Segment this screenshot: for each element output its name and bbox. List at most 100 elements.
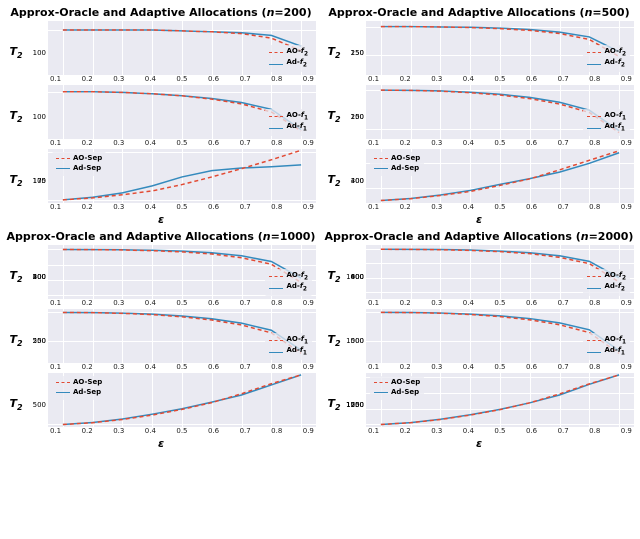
x-tick-label: 0.7 [558, 203, 569, 213]
legend: AO-f1Ad-f1 [265, 109, 312, 136]
x-tick-label: 0.3 [431, 75, 442, 85]
x-tick-label: 0.8 [271, 299, 282, 309]
x-tick-label: 0.2 [82, 203, 93, 213]
y-tick-label: 175 [33, 177, 46, 185]
x-tick-label: 0.3 [113, 75, 124, 85]
legend-label: AO-f1 [286, 335, 308, 347]
plot-area: AO-f1Ad-f1 [366, 309, 634, 363]
x-tick-label: 0.4 [145, 203, 156, 213]
y-axis-label: T2 [6, 45, 26, 60]
y-axis-label: T2 [6, 333, 26, 348]
legend: AO-f2Ad-f2 [265, 45, 312, 72]
x-tick-label: 0.8 [589, 75, 600, 85]
x-tick-label: 0.8 [271, 75, 282, 85]
legend-swatch-ad [374, 168, 388, 169]
x-tick-label: 0.7 [240, 139, 251, 149]
legend: AO-f2Ad-f2 [265, 269, 312, 296]
y-tick-label: 100 [33, 49, 46, 57]
x-tick-label: 0.9 [303, 75, 314, 85]
legend-swatch-ad [269, 128, 283, 129]
y-tick-label: 400 [351, 177, 364, 185]
legend-swatch-ao [56, 382, 70, 383]
x-tick-label: 0.6 [526, 299, 537, 309]
subplot-row: T2150250AO-f2Ad-f20.10.20.30.40.50.60.70… [324, 21, 634, 85]
x-tick-label: 0.6 [526, 363, 537, 373]
legend-label: AO-f2 [604, 271, 626, 283]
plot-wrap: AO-f2Ad-f20.10.20.30.40.50.60.70.80.9 [366, 245, 634, 309]
y-tick-label: 1000 [346, 337, 364, 345]
x-tick-label: 0.3 [431, 299, 442, 309]
plot-wrap: AO-SepAd-Sep0.10.20.30.40.50.60.70.80.9 [366, 373, 634, 437]
subplot-row: T2250500AO-f1Ad-f10.10.20.30.40.50.60.70… [6, 309, 316, 373]
legend-swatch-ao [374, 382, 388, 383]
x-tick-label: 0.5 [176, 203, 187, 213]
legend-swatch-ad [587, 352, 601, 353]
x-tick-label: 0.6 [208, 75, 219, 85]
legend-label: Ad-f1 [286, 122, 306, 134]
plot-area: AO-f2Ad-f2 [366, 21, 634, 75]
x-tick-label: 0.5 [494, 139, 505, 149]
x-tick-label: 0.5 [176, 75, 187, 85]
legend: AO-f1Ad-f1 [583, 333, 630, 360]
x-tick-label: 0.6 [208, 203, 219, 213]
quad-panel: Approx-Oracle and Adaptive Allocations (… [6, 230, 316, 450]
legend-label: Ad-Sep [391, 164, 419, 174]
x-tick-label: 0.7 [558, 427, 569, 437]
x-tick-label: 0.1 [368, 75, 379, 85]
quad-title: Approx-Oracle and Adaptive Allocations (… [324, 230, 634, 243]
x-tick-label: 0.9 [621, 75, 632, 85]
plot-area: AO-SepAd-Sep [48, 149, 316, 203]
x-tick-label: 0.6 [526, 427, 537, 437]
x-tick-row: 0.10.20.30.40.50.60.70.80.9 [366, 299, 634, 309]
legend: AO-f1Ad-f1 [265, 333, 312, 360]
x-tick-row: 0.10.20.30.40.50.60.70.80.9 [366, 427, 634, 437]
plot-wrap: AO-f1Ad-f10.10.20.30.40.50.60.70.80.9 [366, 309, 634, 373]
x-tick-label: 0.9 [303, 203, 314, 213]
y-tick-label: 500 [33, 401, 46, 409]
x-tick-label: 0.3 [431, 363, 442, 373]
x-tick-label: 0.3 [113, 299, 124, 309]
x-tick-label: 0.6 [526, 139, 537, 149]
x-tick-row: 0.10.20.30.40.50.60.70.80.9 [48, 75, 316, 85]
x-tick-label: 0.4 [145, 139, 156, 149]
x-tick-label: 0.6 [526, 203, 537, 213]
x-tick-label: 0.9 [621, 427, 632, 437]
x-tick-label: 0.7 [558, 363, 569, 373]
x-tick-label: 0.7 [558, 299, 569, 309]
x-tick-label: 0.3 [113, 427, 124, 437]
x-tick-label: 0.6 [526, 75, 537, 85]
legend-swatch-ao [269, 52, 283, 53]
x-tick-label: 0.5 [494, 75, 505, 85]
legend-swatch-ad [56, 168, 70, 169]
legend-swatch-ao [269, 276, 283, 277]
x-tick-label: 0.3 [431, 203, 442, 213]
plot-wrap: AO-f2Ad-f20.10.20.30.40.50.60.70.80.9 [48, 21, 316, 85]
legend-label: Ad-f1 [286, 346, 306, 358]
y-axis-label: T2 [6, 109, 26, 124]
y-tick-label: 1750 [346, 401, 364, 409]
subplot-row: T2300400AO-SepAd-Sep0.10.20.30.40.50.60.… [324, 149, 634, 213]
legend-label: AO-Sep [73, 154, 102, 164]
legend-label: Ad-Sep [391, 388, 419, 398]
subplot-row: T2100AO-f1Ad-f10.10.20.30.40.50.60.70.80… [6, 85, 316, 149]
quad-panel: Approx-Oracle and Adaptive Allocations (… [324, 6, 634, 226]
x-tick-label: 0.3 [113, 139, 124, 149]
quad-title: Approx-Oracle and Adaptive Allocations (… [6, 6, 316, 19]
x-tick-label: 0.6 [208, 363, 219, 373]
x-tick-label: 0.2 [400, 203, 411, 213]
subplot-row: T2100175AO-SepAd-Sep0.10.20.30.40.50.60.… [6, 149, 316, 213]
plot-wrap: AO-f2Ad-f20.10.20.30.40.50.60.70.80.9 [366, 21, 634, 85]
plot-area: AO-f2Ad-f2 [48, 245, 316, 299]
legend-swatch-ad [374, 392, 388, 393]
legend-swatch-ad [587, 288, 601, 289]
subplot-row: T21000125015001750AO-SepAd-Sep0.10.20.30… [324, 373, 634, 437]
legend: AO-f1Ad-f1 [583, 109, 630, 136]
x-tick-label: 0.7 [558, 139, 569, 149]
x-tick-label: 0.5 [176, 363, 187, 373]
x-tick-label: 0.2 [400, 75, 411, 85]
x-tick-label: 0.9 [303, 427, 314, 437]
plot-area: AO-f2Ad-f2 [366, 245, 634, 299]
plot-area: AO-SepAd-Sep [366, 373, 634, 427]
y-axis-label: T2 [324, 109, 344, 124]
y-axis-label: T2 [6, 269, 26, 284]
